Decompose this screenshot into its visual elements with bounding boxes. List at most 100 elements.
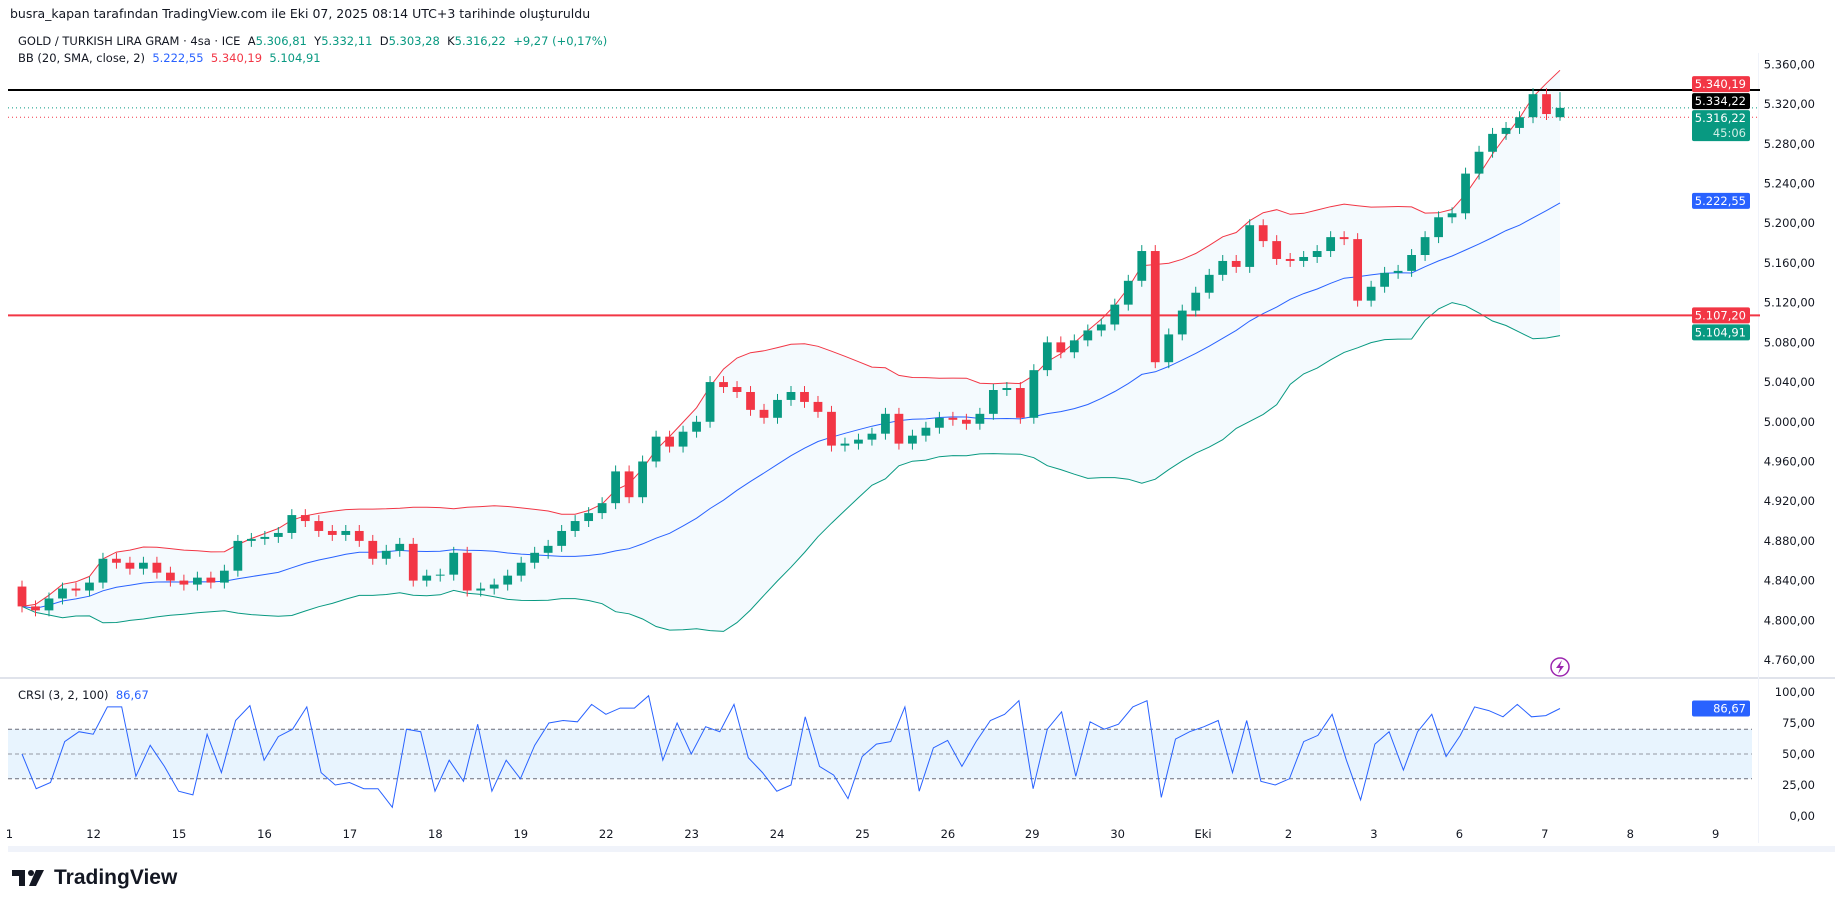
bb-lower-price-label-bg	[1692, 324, 1750, 341]
candle-body	[665, 436, 674, 447]
candle-body	[1258, 225, 1268, 242]
candle-body	[651, 436, 661, 462]
price-axis-tick: 5.280,00	[1764, 137, 1815, 151]
candle-body	[462, 552, 472, 591]
candle-body	[1555, 107, 1565, 118]
candle-body	[773, 399, 782, 418]
bb-basis-price-label: 5.222,55	[1695, 194, 1746, 208]
time-axis-tick: 3	[1370, 827, 1377, 841]
price-axis-tick: 4.880,00	[1764, 534, 1815, 548]
bottom-border	[8, 846, 1835, 852]
candle-body	[125, 562, 135, 569]
candle-body	[44, 598, 54, 611]
candle-body	[584, 513, 594, 522]
candle-body	[1393, 270, 1403, 273]
price-axis-tick: 5.040,00	[1764, 375, 1815, 389]
tradingview-logo[interactable]: TradingView	[12, 866, 177, 890]
candle-body	[193, 577, 202, 585]
price-axis-tick: 5.200,00	[1764, 216, 1815, 230]
price-axis-tick: 5.240,00	[1764, 177, 1815, 191]
lightning-icon	[1550, 657, 1570, 677]
low-value: 5.303,28	[388, 34, 440, 48]
price-axis-tick: 5.000,00	[1764, 415, 1815, 429]
close-label: K	[447, 34, 455, 48]
low-label: D	[379, 34, 389, 48]
candle-body	[435, 574, 445, 576]
time-axis-tick: 12	[86, 827, 101, 841]
time-axis-tick: 23	[684, 827, 699, 841]
bb-lower-line	[21, 302, 1561, 632]
candle-body	[921, 427, 931, 436]
crsi-axis-tick: 75,00	[1782, 716, 1815, 730]
bb-basis-line	[21, 202, 1561, 609]
candle-body	[341, 530, 351, 535]
bb-legend[interactable]: BB (20, SMA, close, 2) 5.222,55 5.340,19…	[18, 51, 321, 65]
lightning-icon-bolt	[1556, 660, 1564, 674]
bb-upper-price-label: 5.340,19	[1695, 77, 1746, 91]
pane-separator	[0, 677, 1835, 679]
candle-body	[705, 382, 715, 422]
crsi-value-label: 86,67	[1713, 702, 1746, 716]
crsi-legend[interactable]: CRSI (3, 2, 100) 86,67	[18, 688, 149, 702]
candle-body	[1407, 254, 1416, 271]
candle-body	[1434, 217, 1443, 238]
time-axis-tick: 26	[941, 827, 956, 841]
candle-body	[1204, 274, 1214, 293]
candle-body	[1474, 151, 1484, 174]
price-axis-tick: 5.080,00	[1764, 335, 1815, 349]
candle-body	[1096, 324, 1106, 331]
bb-upper-price-label-bg	[1692, 76, 1750, 93]
candle-body	[543, 545, 553, 553]
candle-body	[1029, 370, 1039, 418]
candle-body	[988, 390, 998, 414]
candle-body	[260, 536, 270, 539]
open-label: A	[247, 34, 256, 48]
candle-body	[31, 606, 40, 611]
candle-body	[1164, 334, 1174, 363]
candle-body	[638, 461, 647, 498]
time-axis-tick: 8	[1627, 827, 1634, 841]
candle-body	[98, 558, 108, 583]
crsi-line	[21, 694, 1561, 809]
time-axis-tick: 19	[513, 827, 528, 841]
candle-body	[476, 588, 486, 591]
bb-upper-value: 5.340,19	[210, 51, 263, 65]
candle-body	[840, 443, 850, 446]
candle-body	[732, 387, 742, 392]
candle-body	[516, 562, 526, 576]
time-axis-tick: 17	[343, 827, 358, 841]
candle-body	[557, 530, 567, 546]
candle-body	[1137, 251, 1147, 281]
candle-body	[1312, 251, 1322, 257]
candle-body	[692, 421, 701, 432]
candle-body	[867, 433, 877, 440]
candle-body	[422, 575, 432, 581]
time-axis-tick: 6	[1456, 827, 1463, 841]
symbol-name[interactable]: GOLD / TURKISH LIRA GRAM · 4sa · ICE	[18, 34, 241, 48]
time-axis-tick: 30	[1110, 827, 1125, 841]
candle-body	[273, 532, 283, 537]
crsi-axis-tick: 25,00	[1782, 778, 1815, 792]
candle-body	[327, 530, 337, 535]
candle-body	[1326, 237, 1336, 252]
crsi-axis-tick: 0,00	[1789, 809, 1815, 823]
candle-body	[530, 552, 540, 563]
candle-body	[368, 540, 378, 559]
time-axis-tick: 9	[1712, 827, 1719, 841]
candle-body	[759, 409, 769, 418]
time-axis-tick: 24	[770, 827, 785, 841]
time-axis-tick: 22	[599, 827, 614, 841]
candle-body	[827, 411, 836, 446]
price-axis-tick: 4.760,00	[1764, 653, 1815, 667]
candle-body	[139, 562, 148, 569]
candle-body	[395, 543, 405, 551]
candle-body	[678, 431, 688, 447]
candle-body	[58, 588, 67, 599]
candle-body	[813, 401, 823, 412]
high-label: Y	[314, 34, 322, 48]
open-value: 5.306,81	[255, 34, 307, 48]
bb-lower-price-label: 5.104,91	[1695, 325, 1746, 339]
candle-body	[449, 552, 459, 575]
candle-body	[287, 515, 297, 533]
